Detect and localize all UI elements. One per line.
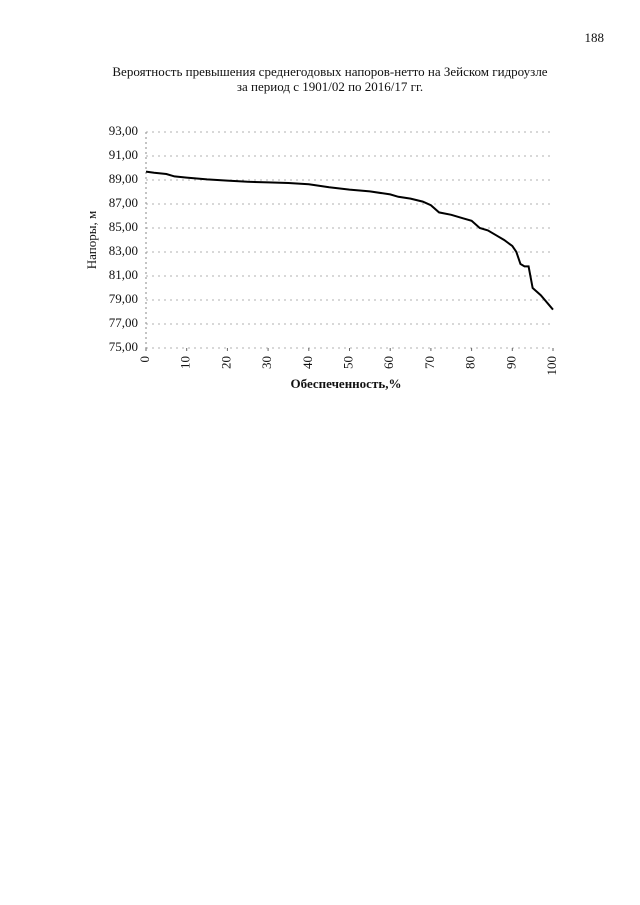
x-tick-label: 10 <box>178 356 193 369</box>
y-tick-label: 79,00 <box>109 291 138 306</box>
y-tick-label: 83,00 <box>109 243 138 258</box>
x-tick-label: 90 <box>503 356 518 369</box>
y-tick-label: 77,00 <box>109 315 138 330</box>
chart-subtitle: за период с 1901/02 по 2016/17 гг. <box>237 79 423 94</box>
x-tick-label: 20 <box>218 356 233 369</box>
x-tick-label: 80 <box>463 356 478 369</box>
y-tick-label: 91,00 <box>109 147 138 162</box>
y-tick-label: 85,00 <box>109 219 138 234</box>
page-number: 188 <box>585 30 605 45</box>
x-tick-label: 100 <box>544 356 559 376</box>
x-tick-label: 60 <box>381 356 396 369</box>
y-tick-label: 93,00 <box>109 123 138 138</box>
y-tick-label: 81,00 <box>109 267 138 282</box>
y-tick-label: 75,00 <box>109 339 138 354</box>
data-line <box>145 170 554 311</box>
y-tick-label: 89,00 <box>109 171 138 186</box>
x-tick-label: 70 <box>422 356 437 369</box>
y-axis-label: Напоры, м <box>84 211 99 269</box>
x-tick-label: 0 <box>137 356 152 363</box>
chart-title: Вероятность превышения среднегодовых нап… <box>112 64 547 79</box>
x-tick-label: 30 <box>259 356 274 369</box>
x-tick-label: 40 <box>300 356 315 369</box>
x-axis-label: Обеспеченность,% <box>291 376 402 391</box>
x-tick-label: 50 <box>340 356 355 369</box>
y-tick-label: 87,00 <box>109 195 138 210</box>
